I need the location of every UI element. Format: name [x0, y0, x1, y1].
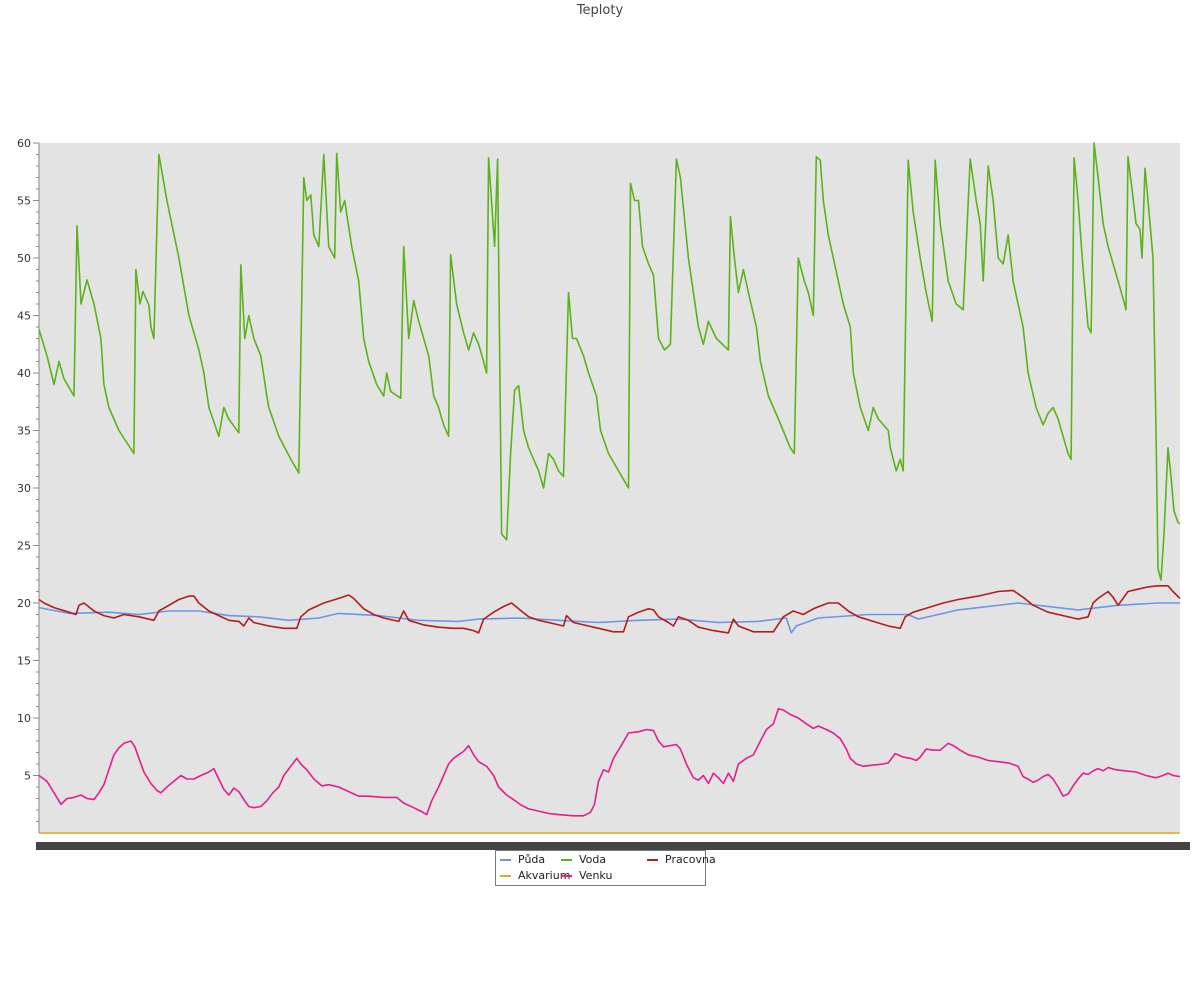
legend-swatch	[500, 875, 511, 877]
y-axis: 5 10 15 20 25 30 35 40 45 50 55 60	[17, 137, 40, 833]
y-tick-label: 40	[17, 367, 31, 380]
y-tick-label: 15	[17, 655, 31, 668]
series-line-puda	[38, 602, 1180, 634]
y-tick-label: 35	[17, 425, 31, 438]
y-tick-label: 10	[17, 712, 31, 725]
legend-item: Pracovna	[647, 853, 716, 867]
y-tick-label: 60	[17, 137, 31, 150]
legend: Půda Voda Pracovna Akvarium Venku	[495, 850, 716, 886]
legend-label: Voda	[579, 853, 607, 866]
legend-swatch	[500, 859, 511, 861]
legend-item: Venku	[561, 869, 612, 883]
y-tick-label: 45	[17, 310, 31, 323]
series-layer	[38, 142, 1181, 834]
y-tick-label: 30	[17, 482, 31, 495]
chart-title: Teploty	[576, 3, 624, 18]
series-line-pracovna	[38, 584, 1181, 634]
y-tick-label: 5	[24, 770, 31, 783]
plot-area	[39, 143, 1180, 833]
legend-swatch	[561, 875, 572, 877]
y-tick-label: 20	[17, 597, 31, 610]
legend-label: Pracovna	[665, 853, 716, 866]
series-line-venku	[38, 707, 1181, 817]
y-tick-label: 25	[17, 540, 31, 553]
legend-swatch	[561, 859, 572, 861]
legend-label: Půda	[518, 853, 546, 866]
legend-label: Akvarium	[518, 869, 571, 882]
y-tick-label: 50	[17, 252, 31, 265]
x-axis	[36, 832, 1190, 850]
legend-label: Venku	[579, 869, 613, 882]
legend-item: Voda	[561, 853, 606, 867]
legend-item: Půda	[500, 853, 545, 867]
series-line-voda	[38, 142, 1181, 581]
legend-swatch	[647, 859, 658, 861]
legend-item: Akvarium	[500, 869, 570, 883]
y-tick-label: 55	[17, 195, 31, 208]
x-tick-band	[36, 842, 1190, 850]
